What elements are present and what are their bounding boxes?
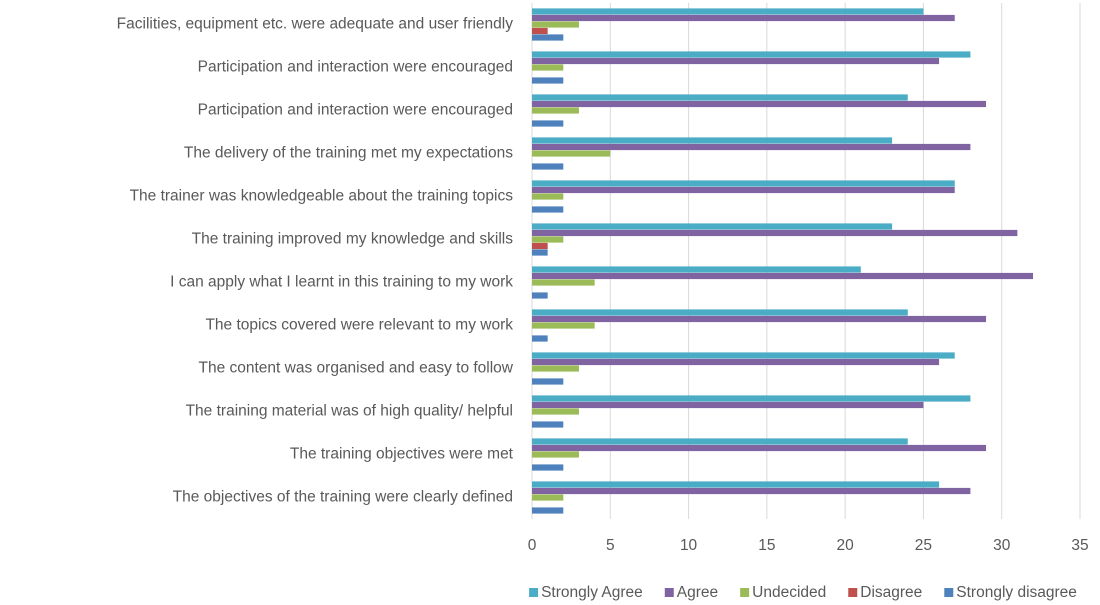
- bar: [532, 94, 908, 101]
- bar: [532, 395, 971, 402]
- bar: [532, 143, 971, 151]
- bar: [532, 242, 548, 250]
- bar: [532, 14, 955, 22]
- y-tick-label: Participation and interaction were encou…: [198, 59, 513, 76]
- y-tick-label: The training objectives were met: [290, 446, 514, 463]
- x-tick-label: 10: [680, 537, 698, 554]
- bar: [532, 378, 564, 385]
- y-tick-label: The training material was of high qualit…: [186, 403, 513, 420]
- bar: [532, 163, 564, 170]
- y-tick-label: Facilities, equipment etc. were adequate…: [117, 16, 514, 33]
- legend-marker: [664, 588, 674, 597]
- bar: [532, 223, 893, 230]
- bar: [532, 315, 987, 323]
- legend-marker: [529, 588, 539, 597]
- bar: [532, 266, 861, 273]
- x-tick-label: 15: [758, 537, 775, 554]
- bar: [532, 408, 579, 415]
- bar: [532, 34, 564, 41]
- x-tick-label: 20: [837, 537, 855, 554]
- bar: [532, 292, 548, 299]
- legend-marker: [848, 588, 858, 597]
- legend-label: Agree: [677, 584, 718, 601]
- bar: [532, 451, 579, 458]
- y-tick-label: Participation and interaction were encou…: [198, 102, 513, 119]
- x-tick-label: 0: [528, 537, 537, 554]
- bar: [532, 279, 595, 286]
- y-tick-label: The training improved my knowledge and s…: [192, 231, 514, 248]
- bar: [532, 120, 564, 127]
- x-tick-label: 30: [993, 537, 1011, 554]
- bar: [532, 206, 564, 213]
- bar: [532, 464, 564, 471]
- bar: [532, 438, 908, 445]
- bar: [532, 335, 548, 342]
- bar: [532, 64, 564, 71]
- bar: [532, 358, 940, 366]
- legend-label: Strongly Agree: [541, 584, 643, 601]
- bar: [532, 100, 987, 108]
- y-tick-label: The topics covered were relevant to my w…: [205, 317, 513, 334]
- bar: [532, 322, 595, 329]
- bar: [532, 21, 579, 28]
- bar: [532, 186, 955, 194]
- bar: [532, 401, 924, 409]
- bar: [532, 150, 611, 157]
- bar: [532, 180, 955, 187]
- bar: [532, 51, 971, 58]
- bar: [532, 309, 908, 316]
- bar: [532, 507, 564, 514]
- y-tick-label: I can apply what I learnt in this traini…: [170, 274, 513, 291]
- bar: [532, 229, 1018, 237]
- x-tick-label: 35: [1071, 537, 1088, 554]
- y-tick-label: The objectives of the training were clea…: [173, 489, 513, 506]
- bar: [532, 27, 548, 35]
- legend-label: Strongly disagree: [956, 584, 1077, 601]
- x-tick-label: 5: [606, 537, 615, 554]
- bar: [532, 487, 971, 495]
- bar: [532, 365, 579, 372]
- bar: [532, 193, 564, 200]
- legend-label: Undecided: [752, 584, 826, 601]
- bar: [532, 236, 564, 243]
- y-tick-label: The content was organised and easy to fo…: [199, 360, 514, 377]
- bar: [532, 444, 987, 452]
- bar: [532, 77, 564, 84]
- x-tick-label: 25: [915, 537, 932, 554]
- bar: [532, 272, 1034, 280]
- bar: [532, 57, 940, 65]
- bar: [532, 107, 579, 114]
- bar: [532, 8, 924, 15]
- legend-marker: [944, 588, 954, 597]
- bar: [532, 352, 955, 359]
- y-tick-label: The trainer was knowledgeable about the …: [130, 188, 514, 205]
- bar: [532, 481, 940, 488]
- y-tick-label: The delivery of the training met my expe…: [184, 145, 513, 162]
- legend-marker: [740, 588, 750, 597]
- bar: [532, 249, 548, 256]
- bar: [532, 421, 564, 428]
- bar: [532, 137, 893, 144]
- bar: [532, 494, 564, 501]
- legend-label: Disagree: [860, 584, 922, 601]
